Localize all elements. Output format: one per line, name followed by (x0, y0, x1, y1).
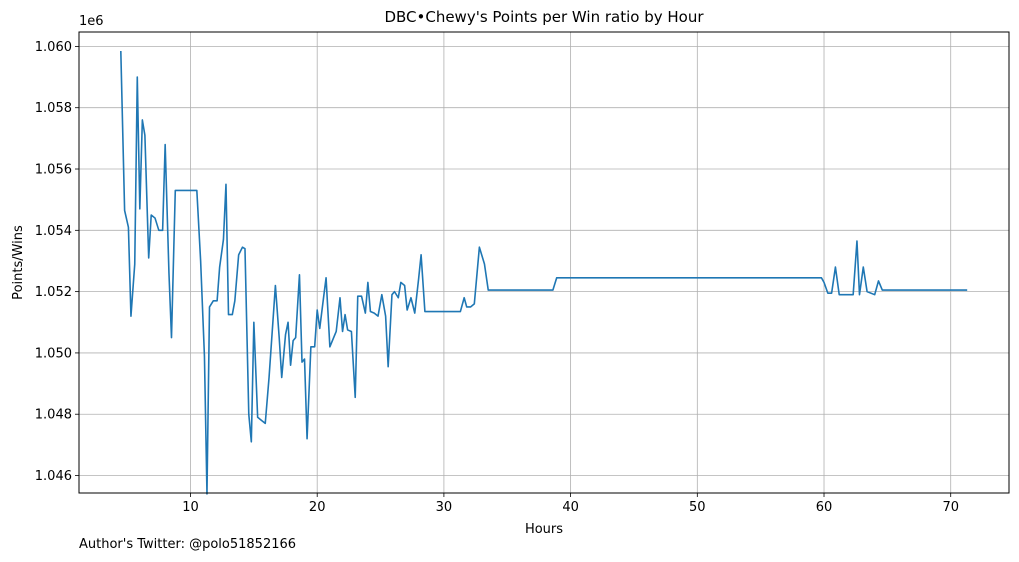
y-tick-label: 1.050 (35, 346, 72, 361)
y-tick-label: 1.058 (35, 101, 72, 116)
author-credit: Author's Twitter: @polo51852166 (79, 537, 297, 552)
y-offset-label: 1e6 (79, 14, 104, 29)
axis-ticks: 10 20 30 40 50 60 70 1.046 1.048 1.050 1.052 1.054 1… (35, 40, 959, 515)
y-tick-label: 1.056 (35, 163, 72, 178)
y-tick-label: 1.060 (35, 40, 72, 55)
y-axis-label: Points/Wins (11, 225, 26, 300)
y-tick-label: 1.048 (35, 408, 72, 423)
y-tick-label: 1.054 (35, 224, 72, 239)
y-tick-label: 1.052 (35, 285, 72, 300)
plot-frame (78, 31, 1010, 494)
x-tick-label: 50 (689, 500, 706, 515)
x-tick-label: 20 (309, 500, 326, 515)
series-layer (120, 50, 968, 495)
x-axis-label: Hours (525, 522, 563, 537)
grid-lines (79, 32, 1009, 493)
series-line (120, 50, 968, 495)
chart-title: DBC•Chewy's Points per Win ratio by Hour (384, 8, 704, 26)
x-tick-label: 60 (816, 500, 833, 515)
x-tick-label: 10 (182, 500, 199, 515)
x-tick-label: 30 (436, 500, 453, 515)
x-tick-label: 40 (562, 500, 579, 515)
x-tick-label: 70 (942, 500, 959, 515)
y-tick-label: 1.046 (35, 469, 72, 484)
